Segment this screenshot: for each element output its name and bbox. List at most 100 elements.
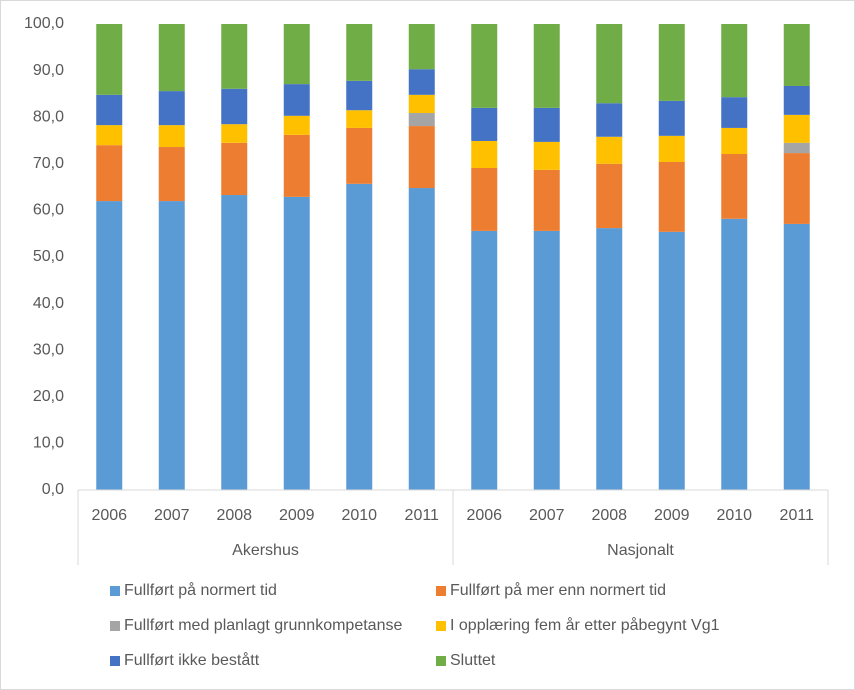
bar-segment <box>221 142 248 196</box>
bar-segment <box>283 134 310 197</box>
x-tick-label: 2010 <box>341 507 377 524</box>
bar-segment <box>783 114 810 143</box>
bar-segment <box>471 167 498 231</box>
bar-segment <box>783 223 810 490</box>
bar-segment <box>96 94 123 126</box>
bar-segment <box>408 113 435 127</box>
group-label: Nasjonalt <box>607 542 674 559</box>
y-tick-label: 50,0 <box>33 248 64 265</box>
bar-segment <box>533 230 560 491</box>
bar-segment <box>471 24 498 108</box>
bar-segment <box>221 195 248 490</box>
x-tick-label: 2007 <box>529 507 565 524</box>
x-tick-label: 2008 <box>216 507 252 524</box>
bar-segment <box>346 24 373 81</box>
y-tick-label: 0,0 <box>42 481 64 498</box>
legend-label: Fullført på normert tid <box>124 581 277 599</box>
bar-segment <box>658 100 685 136</box>
y-tick-label: 30,0 <box>33 341 64 358</box>
bar-segment <box>658 24 685 101</box>
y-tick-label: 20,0 <box>33 388 64 405</box>
bar-segment <box>721 24 748 98</box>
y-tick-label: 40,0 <box>33 295 64 312</box>
bar-segment <box>658 135 685 162</box>
y-tick-label: 10,0 <box>33 435 64 452</box>
x-tick-label: 2011 <box>405 507 440 524</box>
y-tick-label: 70,0 <box>33 155 64 172</box>
legend-label: I opplæring fem år etter påbegynt Vg1 <box>450 616 720 634</box>
bar-segment <box>533 141 560 170</box>
bar-segment <box>158 125 185 148</box>
x-tick-label: 2006 <box>91 507 127 524</box>
y-tick-label: 90,0 <box>33 62 64 79</box>
bar-segment <box>596 136 623 164</box>
bar-segment <box>596 163 623 229</box>
bar-segment <box>408 24 435 70</box>
bar-segment <box>408 188 435 491</box>
x-tick-label: 2009 <box>279 507 315 524</box>
bar-segment <box>721 218 748 490</box>
bar-segment <box>471 230 498 491</box>
bar-segment <box>96 125 123 146</box>
x-tick-label: 2011 <box>780 507 815 524</box>
legend-label: Fullført på mer enn normert tid <box>450 581 666 599</box>
bar-segment <box>783 153 810 224</box>
bar-segment <box>96 24 123 95</box>
y-tick-label: 80,0 <box>33 108 64 125</box>
bar-segment <box>221 124 248 143</box>
bar-segment <box>283 196 310 491</box>
bar-segment <box>783 142 810 154</box>
legend-label: Sluttet <box>450 652 496 669</box>
bar-segment <box>408 126 435 189</box>
x-tick-label: 2007 <box>154 507 190 524</box>
legend-swatch <box>436 656 446 666</box>
bar-segment <box>346 110 373 128</box>
bar-segment <box>533 169 560 231</box>
bar-segment <box>721 154 748 219</box>
legend-swatch <box>110 656 120 666</box>
bar-segment <box>596 24 623 104</box>
bar-segment <box>346 80 373 111</box>
legend-label: Fullført med planlagt grunnkompetanse <box>124 617 402 634</box>
x-tick-label: 2009 <box>654 507 690 524</box>
y-tick-label: 100,0 <box>24 15 64 32</box>
bar-segment <box>658 161 685 232</box>
bar-segment <box>471 107 498 141</box>
bar-segment <box>721 127 748 155</box>
bar-segment <box>533 107 560 142</box>
bar-segment <box>471 140 498 168</box>
x-tick-label: 2010 <box>716 507 752 524</box>
legend-swatch <box>110 621 120 631</box>
group-label: Akershus <box>232 542 299 559</box>
bar-segment <box>721 97 748 128</box>
legend-swatch <box>436 621 446 631</box>
x-tick-label: 2008 <box>591 507 627 524</box>
bar-segment <box>158 91 185 126</box>
bar-segment <box>221 24 248 89</box>
bar-segment <box>658 231 685 490</box>
bar-segment <box>96 201 123 490</box>
bar-segment <box>408 94 435 114</box>
bar-segment <box>408 69 435 95</box>
bar-segment <box>96 145 123 202</box>
x-tick-label: 2006 <box>466 507 502 524</box>
bar-segment <box>346 127 373 184</box>
bar-segment <box>533 24 560 108</box>
bar-segment <box>158 201 185 490</box>
bar-segment <box>596 103 623 137</box>
legend-swatch <box>436 586 446 596</box>
bar-segment <box>596 228 623 490</box>
bar-segment <box>221 88 248 125</box>
y-tick-label: 60,0 <box>33 202 64 219</box>
bar-segment <box>283 24 310 85</box>
bar-segment <box>346 183 373 490</box>
legend-label: Fullført ikke bestått <box>124 651 260 669</box>
legend-swatch <box>110 586 120 596</box>
bar-segment <box>158 24 185 92</box>
bar-segment <box>283 84 310 116</box>
bar-segment <box>158 147 185 202</box>
bar-segment <box>783 24 810 86</box>
bar-segment <box>283 115 310 135</box>
